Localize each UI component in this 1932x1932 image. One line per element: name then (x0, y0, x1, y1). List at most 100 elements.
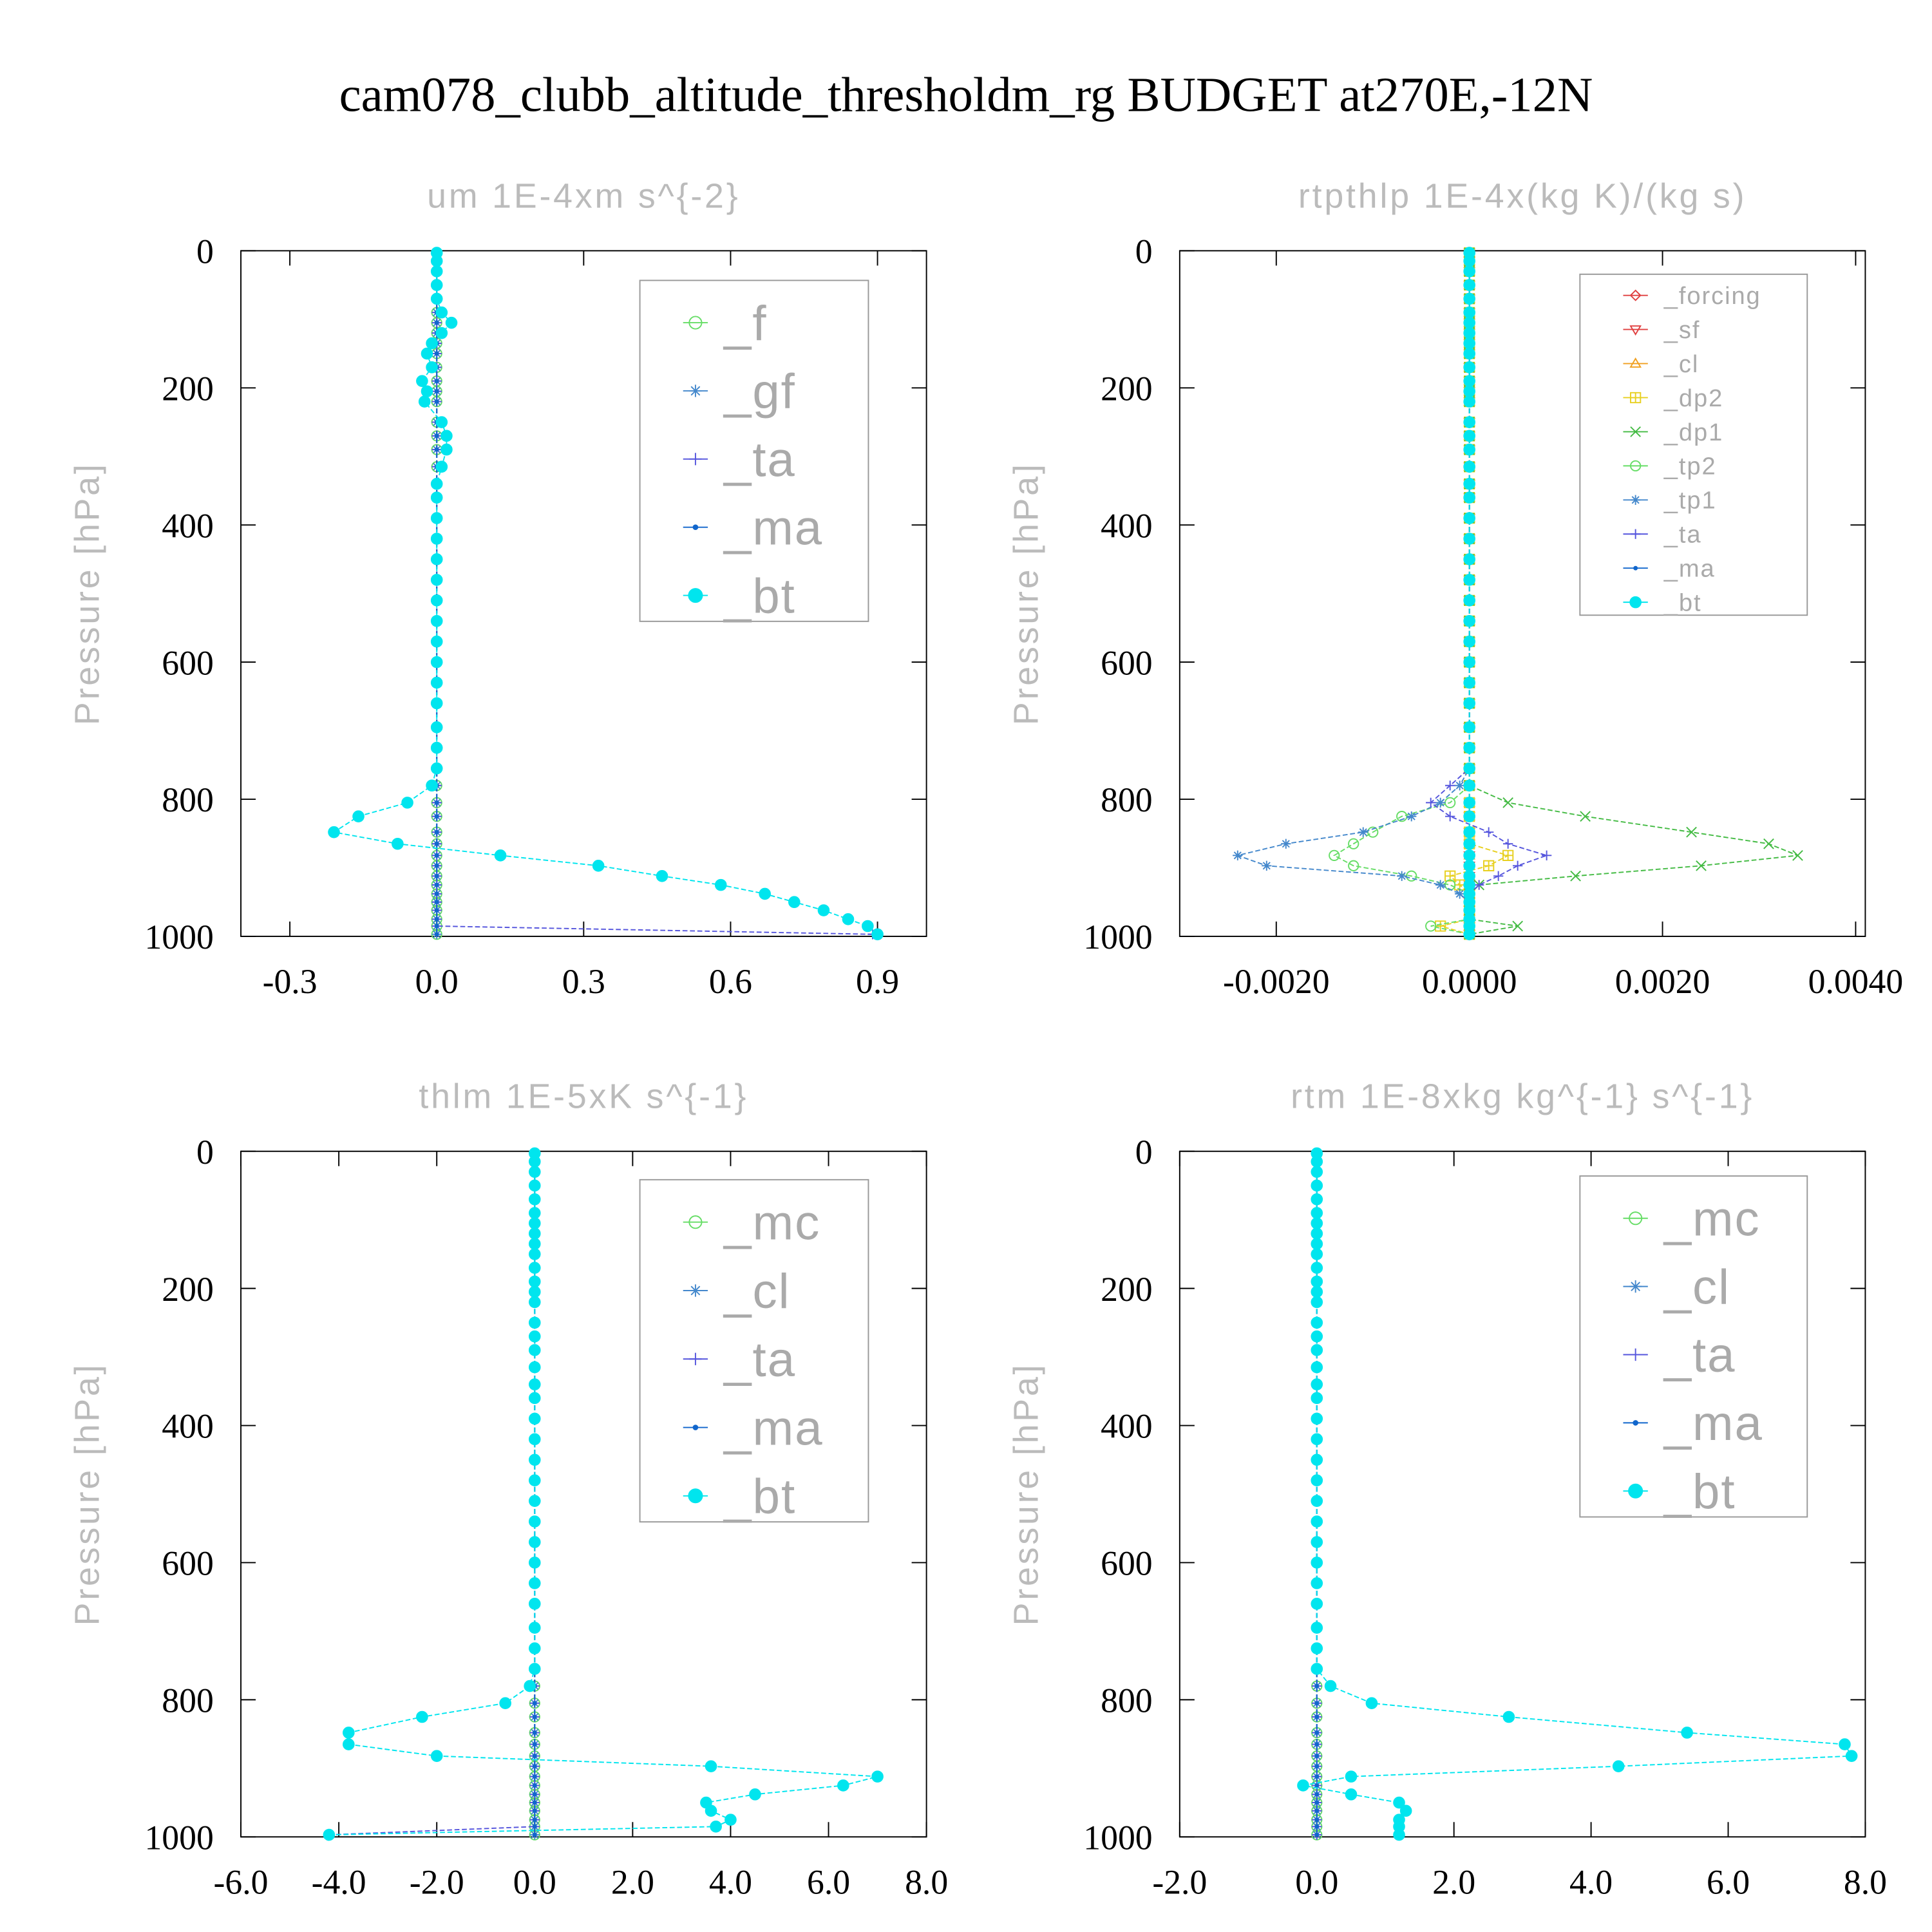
y-tick-label: 400 (1101, 1407, 1153, 1446)
marker (871, 928, 884, 941)
marker (1696, 860, 1707, 871)
x-tick-label: -6.0 (214, 1863, 269, 1902)
marker (1463, 928, 1475, 941)
marker (1633, 1420, 1638, 1426)
legend-label: _sf (1663, 317, 1701, 344)
marker (435, 306, 448, 319)
marker (1311, 1598, 1323, 1610)
marker (426, 361, 438, 374)
marker (528, 1433, 541, 1446)
marker (1463, 779, 1475, 792)
x-tick-label: 4.0 (709, 1863, 752, 1902)
marker (1612, 1760, 1625, 1772)
marker (1311, 1217, 1323, 1229)
marker (1502, 1710, 1515, 1723)
marker (1463, 416, 1475, 428)
marker (528, 1392, 541, 1405)
marker (528, 1227, 541, 1240)
marker (528, 1330, 541, 1343)
marker (499, 1697, 511, 1710)
marker (1311, 1536, 1323, 1548)
marker (1311, 1495, 1323, 1507)
marker (689, 453, 702, 466)
y-axis-label: Pressure [hPa] (68, 1363, 106, 1626)
marker (1324, 1680, 1337, 1692)
marker (837, 1779, 849, 1792)
legend-label: _cl (1663, 351, 1699, 378)
marker (1311, 1412, 1323, 1425)
marker (1463, 385, 1475, 397)
marker (1233, 850, 1243, 861)
marker (1629, 1280, 1642, 1293)
marker (1629, 325, 1642, 336)
y-tick-label: 400 (162, 1407, 214, 1446)
marker (1630, 426, 1641, 437)
marker (1512, 860, 1523, 871)
marker (343, 1727, 355, 1739)
marker (532, 1764, 537, 1769)
marker (1463, 553, 1475, 565)
marker (528, 1238, 541, 1250)
marker (434, 433, 439, 439)
y-axis-label: Pressure [hPa] (68, 462, 106, 725)
marker (1502, 797, 1513, 808)
marker (689, 1352, 702, 1365)
marker (421, 385, 433, 397)
marker (528, 1378, 541, 1390)
legend-label: _bt (1663, 1464, 1736, 1519)
marker (1311, 1454, 1323, 1466)
plot-frame (1179, 250, 1866, 937)
marker (430, 697, 443, 710)
marker (528, 1344, 541, 1356)
marker (528, 1495, 541, 1507)
marker (532, 1817, 537, 1823)
marker (1463, 491, 1475, 504)
marker (714, 878, 727, 891)
marker (1311, 1227, 1323, 1240)
marker (434, 320, 439, 325)
legend-label: _f (723, 296, 767, 351)
y-tick-label: 800 (1101, 781, 1153, 819)
marker (1311, 1262, 1323, 1274)
marker (1348, 860, 1359, 871)
marker (352, 810, 365, 822)
marker (532, 1800, 537, 1805)
marker (1314, 1701, 1320, 1706)
marker (871, 1770, 884, 1783)
x-tick-label: 0.0000 (1422, 962, 1517, 1001)
y-tick-label: 200 (1101, 369, 1153, 408)
marker (430, 491, 443, 504)
marker (1311, 1378, 1323, 1390)
marker (434, 853, 439, 858)
marker (724, 1814, 737, 1826)
x-tick-label: 0.0 (513, 1863, 556, 1902)
marker (1630, 529, 1641, 539)
legend-label: _tp2 (1663, 453, 1717, 480)
marker (1463, 762, 1475, 775)
marker (1629, 596, 1642, 609)
y-tick-label: 0 (1135, 1133, 1153, 1171)
y-tick-label: 200 (162, 369, 214, 408)
marker (430, 594, 443, 607)
marker (710, 1821, 722, 1833)
marker (1463, 347, 1475, 360)
marker (1633, 565, 1638, 571)
marker (1393, 1828, 1405, 1841)
legend-label: _mc (723, 1196, 820, 1251)
marker (788, 896, 800, 909)
x-tick-label: 6.0 (807, 1863, 850, 1902)
marker (1345, 1788, 1358, 1801)
marker (434, 923, 439, 929)
legend-label: _cl (723, 1264, 791, 1319)
marker (528, 1663, 541, 1675)
legend-label: _gf (723, 365, 796, 419)
marker (1314, 1764, 1320, 1769)
marker (1630, 460, 1642, 471)
marker (1463, 826, 1475, 838)
marker (1483, 860, 1495, 871)
marker (1483, 827, 1494, 837)
marker (1629, 289, 1642, 301)
marker (688, 1488, 703, 1504)
plot-frame (1179, 1150, 1866, 1838)
